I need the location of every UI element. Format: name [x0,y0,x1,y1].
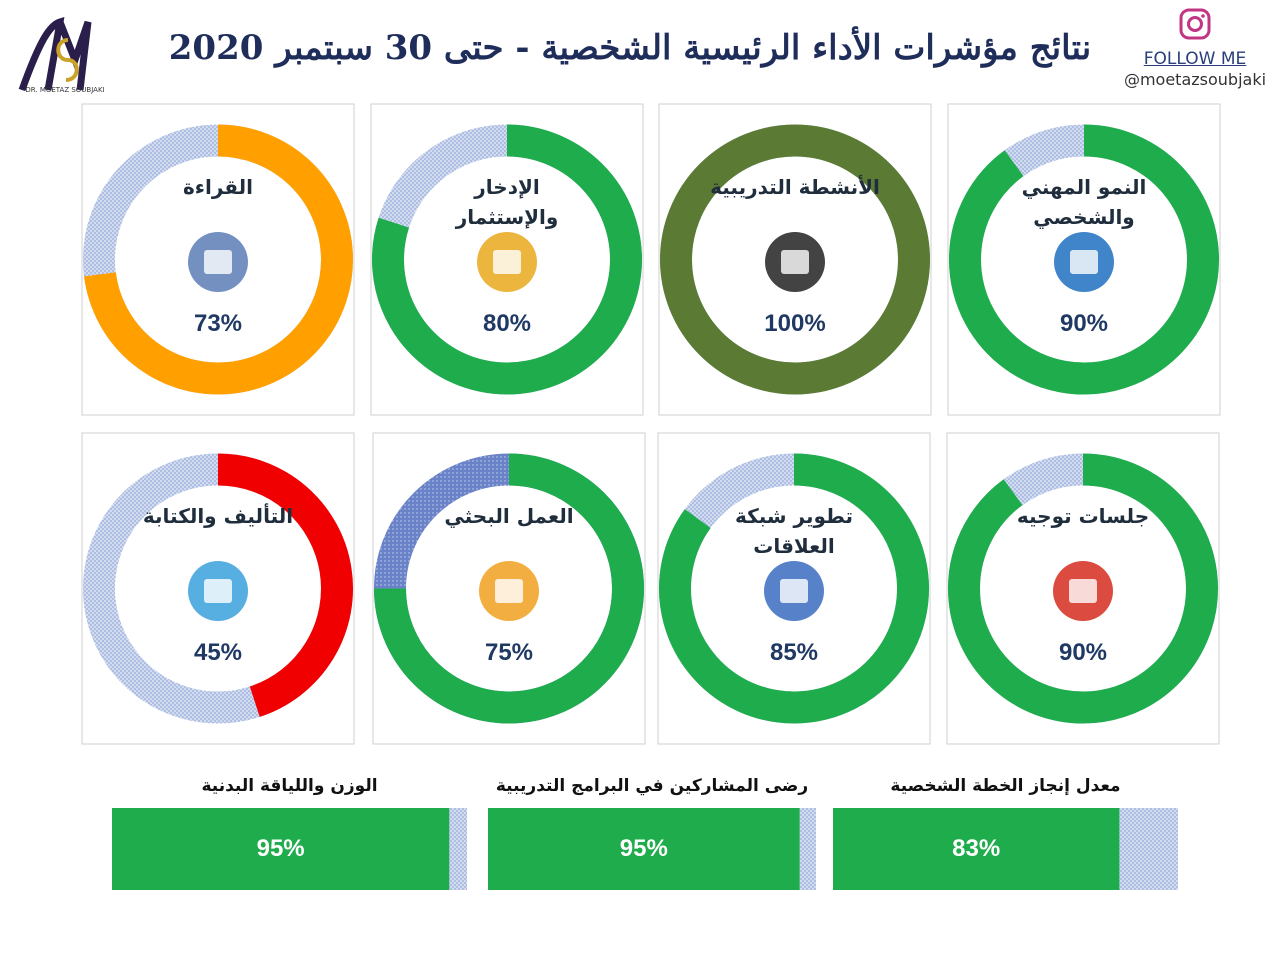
bar-title: معدل إنجاز الخطة الشخصية [890,776,1121,796]
icon-detail [495,579,523,603]
ring-arc [372,124,642,395]
value-label: 80% [482,310,532,337]
donut-title: النمو المهني والشخصي [1021,175,1147,229]
icon-detail [493,250,521,274]
ring-arc [374,453,644,724]
donut-title: القراءة [182,175,254,199]
bar [112,808,450,890]
icon-detail [204,579,232,603]
follow-text: FOLLOW ME [1143,49,1247,69]
icon-detail [1069,579,1097,603]
donut-title: جلسات توجيه [1016,504,1150,528]
icon-detail [780,579,808,603]
ring-arc [217,453,353,717]
value-label: 90% [1058,639,1108,666]
ring-arc [84,124,353,395]
logo [18,17,92,92]
bar-title: الوزن واللياقة البدنية [201,776,378,796]
handle: @moetazsoubjaki [1123,70,1267,89]
ring-arc [659,453,929,724]
donut-title: العمل البحثي [444,504,574,528]
donut-title: الأنشطة التدريبية [710,175,880,199]
icon-detail [781,250,809,274]
bar-value-label: 95% [619,835,668,862]
value-label: 100% [764,310,826,337]
ring-arc [949,124,1219,395]
icon-detail [204,250,232,274]
donut-title: تطوير شبكة العلاقات [734,504,854,558]
bar [488,808,800,890]
page-title: نتائج مؤشرات الأداء الرئيسية الشخصية - ح… [168,28,1092,68]
bar-value-label: 95% [256,835,305,862]
bar [833,808,1120,890]
donut-title: الإدخار والإستثمار [455,175,559,229]
ring-arc [948,453,1218,724]
bar-value-label: 83% [952,835,1001,862]
value-label: 73% [193,310,243,337]
value-label: 75% [484,639,534,666]
bar-title: رضى المشاركين في البرامج التدريبية [495,776,809,796]
value-label: 45% [193,639,243,666]
donut-title: التأليف والكتابة [142,504,294,528]
icon-detail [1070,250,1098,274]
instagram-icon [1179,8,1211,40]
value-label: 90% [1059,310,1109,337]
value-label: 85% [769,639,819,666]
logo-text: DR. MOETAZ SOUBJAKI [25,86,105,94]
ring-arc [660,124,930,395]
